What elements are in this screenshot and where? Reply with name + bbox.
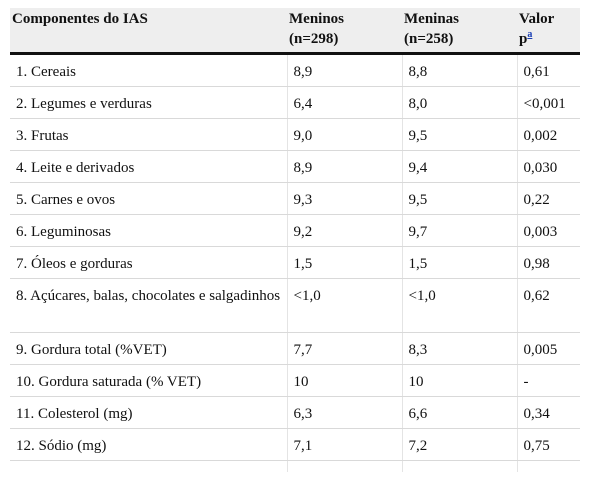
cell-girls-score: 9,4: [402, 150, 518, 183]
cell-boys-score: 10: [287, 364, 403, 397]
table-row: 10. Gordura saturada (% VET) 10 10-: [10, 364, 580, 397]
header-row: Componentes do IAS Meninos (n=298) Menina…: [10, 8, 580, 54]
cell-component: 13. Variedade da dieta: [10, 460, 288, 472]
cell-boys-score: 1,5: [287, 246, 403, 279]
cell-pvalue: -: [517, 364, 580, 397]
cell-component: 4. Leite e derivados: [10, 150, 288, 183]
header-pvalue-label: Valor: [519, 11, 555, 27]
cell-girls-score: 7,2: [402, 428, 518, 461]
cell-component: 9. Gordura total (%VET): [10, 332, 288, 365]
header-girls: Meninas (n=258): [402, 8, 517, 54]
table-row: 13. Variedade da dieta8,438,50,70: [10, 460, 580, 472]
cell-boys-score: 7,7: [287, 332, 403, 365]
table-row: 9. Gordura total (%VET) 7,7 8,3 0,005: [10, 332, 580, 365]
cell-girls-score: 10: [402, 364, 518, 397]
table-row: 8. Açúcares, balas, chocolates e salgadi…: [10, 278, 580, 333]
cell-component: 8. Açúcares, balas, chocolates e salgadi…: [10, 278, 288, 333]
table-header: Componentes do IAS Meninos (n=298) Menina…: [10, 8, 580, 54]
cell-boys-score: 9,2: [287, 214, 403, 247]
cell-girls-score: 8,5: [402, 460, 518, 472]
cell-pvalue: 0,005: [517, 332, 580, 365]
table-row: 2. Legumes e verduras 6,4 8,0 <0,001: [10, 86, 580, 119]
table-row: 6. Leguminosas 9,2 9,7 0,003: [10, 214, 580, 247]
footnote-a-link[interactable]: a: [527, 29, 533, 40]
cell-component: 10. Gordura saturada (% VET): [10, 364, 288, 397]
table-row: 4. Leite e derivados 8,9 9,4 0,030: [10, 150, 580, 183]
cell-component: 2. Legumes e verduras: [10, 86, 288, 119]
header-boys-label: Meninos: [289, 11, 345, 27]
cell-girls-score: 8,3: [402, 332, 518, 365]
header-boys: Meninos (n=298): [287, 8, 402, 54]
cell-boys-score: 8,9: [287, 53, 403, 87]
header-boys-count: (n=298): [289, 31, 339, 47]
cell-boys-score: 9,3: [287, 182, 403, 215]
cell-girls-score: 8,0: [402, 86, 518, 119]
cell-pvalue: 0,70: [517, 460, 580, 472]
header-pvalue-symbol: p: [519, 31, 528, 47]
cell-component: 7. Óleos e gorduras: [10, 246, 288, 279]
header-pvalue: Valor pa: [517, 8, 580, 54]
table-row: 7. Óleos e gorduras 1,5 1,5 0,98: [10, 246, 580, 279]
header-girls-label: Meninas: [404, 11, 460, 27]
table-row: 1. Cereais 8,9 8,8 0,61: [10, 53, 580, 87]
cell-girls-score: 8,8: [402, 53, 518, 87]
cell-boys-score: <1,0: [287, 278, 403, 333]
ias-components-table: Componentes do IAS Meninos (n=298) Menina…: [10, 8, 580, 472]
cell-component: 11. Colesterol (mg): [10, 396, 288, 429]
cell-pvalue: 0,75: [517, 428, 580, 461]
table-row: 11. Colesterol (mg) 6,3 6,6 0,34: [10, 396, 580, 429]
table-row: 3. Frutas 9,0 9,5 0,002: [10, 118, 580, 151]
header-component-label: Componentes do IAS: [12, 11, 148, 27]
cell-boys-score: 8,9: [287, 150, 403, 183]
cell-girls-score: 9,7: [402, 214, 518, 247]
cell-pvalue: 0,030: [517, 150, 580, 183]
cell-component: 6. Leguminosas: [10, 214, 288, 247]
cell-pvalue: 0,22: [517, 182, 580, 215]
table-row: 5. Carnes e ovos 9,3 9,5 0,22: [10, 182, 580, 215]
cell-component: 3. Frutas: [10, 118, 288, 151]
header-girls-count: (n=258): [404, 31, 454, 47]
cell-pvalue: 0,61: [517, 53, 580, 87]
cell-boys-score: 7,1: [287, 428, 403, 461]
cell-component: 1. Cereais: [10, 53, 288, 87]
cell-pvalue: <0,001: [517, 86, 580, 119]
cell-boys-score: 6,3: [287, 396, 403, 429]
cell-pvalue: 0,62: [517, 278, 580, 333]
cell-girls-score: 9,5: [402, 182, 518, 215]
cell-girls-score: 6,6: [402, 396, 518, 429]
cell-boys-score: 9,0: [287, 118, 403, 151]
cell-girls-score: 1,5: [402, 246, 518, 279]
table-row: 12. Sódio (mg) 7,1 7,2 0,75: [10, 428, 580, 461]
cell-pvalue: 0,34: [517, 396, 580, 429]
cell-girls-score: <1,0: [402, 278, 518, 333]
cell-boys-score: 8,43: [287, 460, 403, 472]
cell-component: 5. Carnes e ovos: [10, 182, 288, 215]
table-body: 1. Cereais 8,9 8,8 0,61 2. Legumes e verdura…: [10, 53, 580, 472]
cell-girls-score: 9,5: [402, 118, 518, 151]
cell-pvalue: 0,003: [517, 214, 580, 247]
cell-component: 12. Sódio (mg): [10, 428, 288, 461]
header-component: Componentes do IAS: [10, 8, 287, 54]
cell-pvalue: 0,98: [517, 246, 580, 279]
ias-components-table-container: Componentes do IAS Meninos (n=298) Menina…: [10, 8, 580, 472]
cell-pvalue: 0,002: [517, 118, 580, 151]
cell-boys-score: 6,4: [287, 86, 403, 119]
